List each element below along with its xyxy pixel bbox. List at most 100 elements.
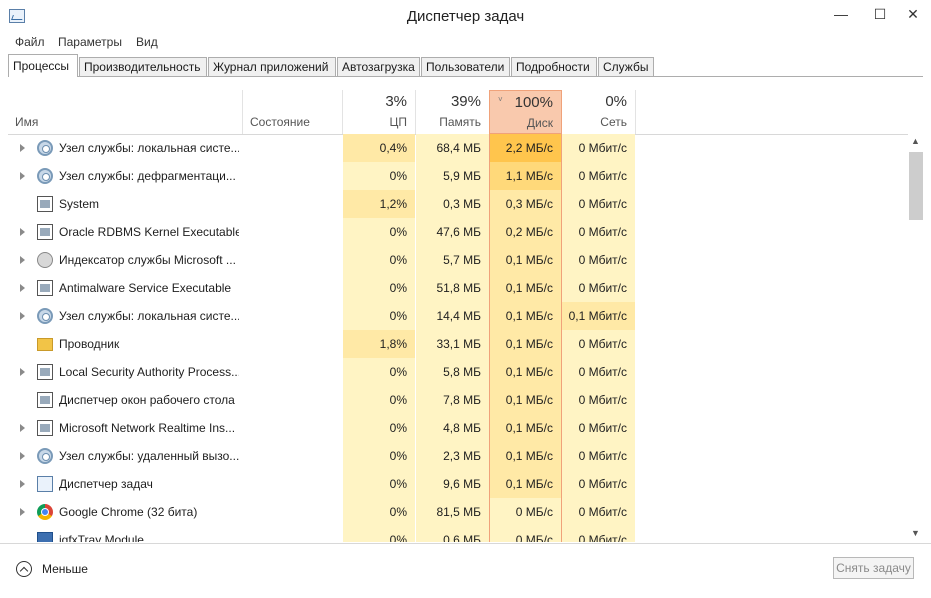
gear-icon <box>37 168 53 184</box>
process-row[interactable]: Local Security Authority Process... 0% 5,8… <box>8 358 908 386</box>
column-network[interactable]: 0% Сеть <box>562 90 635 134</box>
vertical-scrollbar[interactable]: ▲ ▼ <box>908 134 923 542</box>
column-memory-label: Память <box>439 115 481 129</box>
memory-total-percent: 39% <box>450 93 481 110</box>
process-name: Microsoft Network Realtime Ins... <box>59 421 236 435</box>
column-memory[interactable]: 39% Память <box>416 90 489 134</box>
process-cpu: 0% <box>343 470 415 498</box>
expand-arrow-icon[interactable] <box>20 256 25 264</box>
menu-view[interactable]: Вид <box>136 35 158 49</box>
process-row[interactable]: Узел службы: дефрагментаци... 0% 5,9 МБ 1,1… <box>8 162 908 190</box>
maximize-button[interactable]: ☐ <box>873 6 887 22</box>
process-memory: 5,8 МБ <box>416 358 489 386</box>
process-row[interactable]: Google Chrome (32 бита) 0% 81,5 МБ 0 МБ/с 0 … <box>8 498 908 526</box>
process-network: 0 Мбит/с <box>562 386 635 414</box>
process-row[interactable]: System 1,2% 0,3 МБ 0,3 МБ/с 0 Мбит/с <box>8 190 908 218</box>
process-row[interactable]: Oracle RDBMS Kernel Executable 0% 47,6 МБ 0… <box>8 218 908 246</box>
process-cpu: 0% <box>343 302 415 330</box>
tab-processes[interactable]: Процессы <box>8 54 78 77</box>
tab-performance[interactable]: Производительность <box>79 57 207 76</box>
column-separator <box>342 90 343 134</box>
process-row[interactable]: Antimalware Service Executable 0% 51,8 МБ 0… <box>8 274 908 302</box>
process-row[interactable]: Узел службы: локальная систе... 0% 14,4 МБ… <box>8 302 908 330</box>
column-disk[interactable]: ˅ 100% Диск <box>489 90 562 134</box>
process-row[interactable]: Microsoft Network Realtime Ins... 0% 4,8 М… <box>8 414 908 442</box>
expand-arrow-icon[interactable] <box>20 480 25 488</box>
expand-arrow-icon[interactable] <box>20 228 25 236</box>
expand-arrow-icon[interactable] <box>20 368 25 376</box>
process-name: Google Chrome (32 бита) <box>59 505 198 519</box>
process-row[interactable]: Узел службы: локальная систе... 0,4% 68,4 … <box>8 134 908 162</box>
column-cpu[interactable]: 3% ЦП <box>343 90 415 134</box>
process-memory: 5,9 МБ <box>416 162 489 190</box>
process-network: 0 Мбит/с <box>562 330 635 358</box>
process-disk: 0 МБ/с <box>489 498 562 526</box>
scroll-up-icon[interactable]: ▲ <box>911 136 920 146</box>
process-row[interactable]: Узел службы: удаленный вызо... 0% 2,3 МБ 0,… <box>8 442 908 470</box>
column-status-label: Состояние <box>250 115 310 129</box>
end-task-button[interactable]: Снять задачу <box>833 557 914 579</box>
process-name: Узел службы: удаленный вызо... <box>59 449 239 463</box>
menu-file[interactable]: Файл <box>15 35 45 49</box>
tab-details[interactable]: Подробности <box>511 57 597 76</box>
process-network: 0 Мбит/с <box>562 190 635 218</box>
process-name: Диспетчер окон рабочего стола <box>59 393 235 407</box>
process-memory: 0,3 МБ <box>416 190 489 218</box>
process-memory: 14,4 МБ <box>416 302 489 330</box>
process-name: Oracle RDBMS Kernel Executable <box>59 225 239 239</box>
window-title: Диспетчер задач <box>406 8 525 25</box>
process-disk: 0,1 МБ/с <box>489 358 562 386</box>
expand-arrow-icon[interactable] <box>20 144 25 152</box>
tab-startup[interactable]: Автозагрузка <box>337 57 420 76</box>
close-button[interactable]: ✕ <box>907 6 919 22</box>
process-cpu: 0% <box>343 414 415 442</box>
process-row[interactable]: Индексатор службы Microsoft ... 0% 5,7 МБ 0… <box>8 246 908 274</box>
column-network-label: Сеть <box>600 115 627 129</box>
process-network: 0 Мбит/с <box>562 134 635 162</box>
process-disk: 0,1 МБ/с <box>489 274 562 302</box>
process-network: 0 Мбит/с <box>562 442 635 470</box>
expand-arrow-icon[interactable] <box>20 452 25 460</box>
process-row[interactable]: Диспетчер окон рабочего стола 0% 7,8 МБ 0,1… <box>8 386 908 414</box>
tab-services[interactable]: Службы <box>598 57 654 76</box>
process-row[interactable]: Диспетчер задач 0% 9,6 МБ 0,1 МБ/с 0 Мбит/с <box>8 470 908 498</box>
process-network: 0 Мбит/с <box>562 470 635 498</box>
expand-arrow-icon[interactable] <box>20 508 25 516</box>
folder-icon <box>37 338 53 351</box>
column-name[interactable]: Имя <box>8 90 242 134</box>
expand-arrow-icon[interactable] <box>20 284 25 292</box>
network-total-percent: 0% <box>605 93 627 110</box>
process-network: 0 Мбит/с <box>562 414 635 442</box>
sort-descending-icon: ˅ <box>498 95 503 104</box>
minimize-button[interactable]: — <box>834 6 848 22</box>
scrollbar-thumb[interactable] <box>909 152 923 220</box>
gear-icon <box>37 448 53 464</box>
expand-arrow-icon[interactable] <box>20 172 25 180</box>
expand-arrow-icon[interactable] <box>20 312 25 320</box>
tab-app-history[interactable]: Журнал приложений <box>208 57 336 76</box>
menu-options[interactable]: Параметры <box>58 35 122 49</box>
process-network: 0 Мбит/с <box>562 358 635 386</box>
intel-icon <box>37 532 53 542</box>
process-row[interactable]: igfxTray Module 0% 0,6 МБ 0 МБ/с 0 Мбит/с <box>8 526 908 542</box>
process-cpu: 0% <box>343 162 415 190</box>
process-cpu: 0% <box>343 386 415 414</box>
process-disk: 0,1 МБ/с <box>489 330 562 358</box>
process-name: Узел службы: локальная систе... <box>59 309 239 323</box>
process-name: Индексатор службы Microsoft ... <box>59 253 236 267</box>
process-disk: 0,1 МБ/с <box>489 246 562 274</box>
process-memory: 9,6 МБ <box>416 470 489 498</box>
scroll-down-icon[interactable]: ▼ <box>911 528 920 538</box>
process-name: Проводник <box>59 337 120 351</box>
process-disk: 0 МБ/с <box>489 526 562 542</box>
process-cpu: 0% <box>343 246 415 274</box>
process-name: Local Security Authority Process... <box>59 365 239 379</box>
expand-arrow-icon[interactable] <box>20 424 25 432</box>
column-status[interactable]: Состояние <box>243 90 342 134</box>
process-network: 0 Мбит/с <box>562 162 635 190</box>
window-icon <box>37 224 53 240</box>
tab-users[interactable]: Пользователи <box>421 57 510 76</box>
column-name-label: Имя <box>15 115 39 129</box>
process-row[interactable]: Проводник 1,8% 33,1 МБ 0,1 МБ/с 0 Мбит/с <box>8 330 908 358</box>
window-icon <box>37 280 53 296</box>
